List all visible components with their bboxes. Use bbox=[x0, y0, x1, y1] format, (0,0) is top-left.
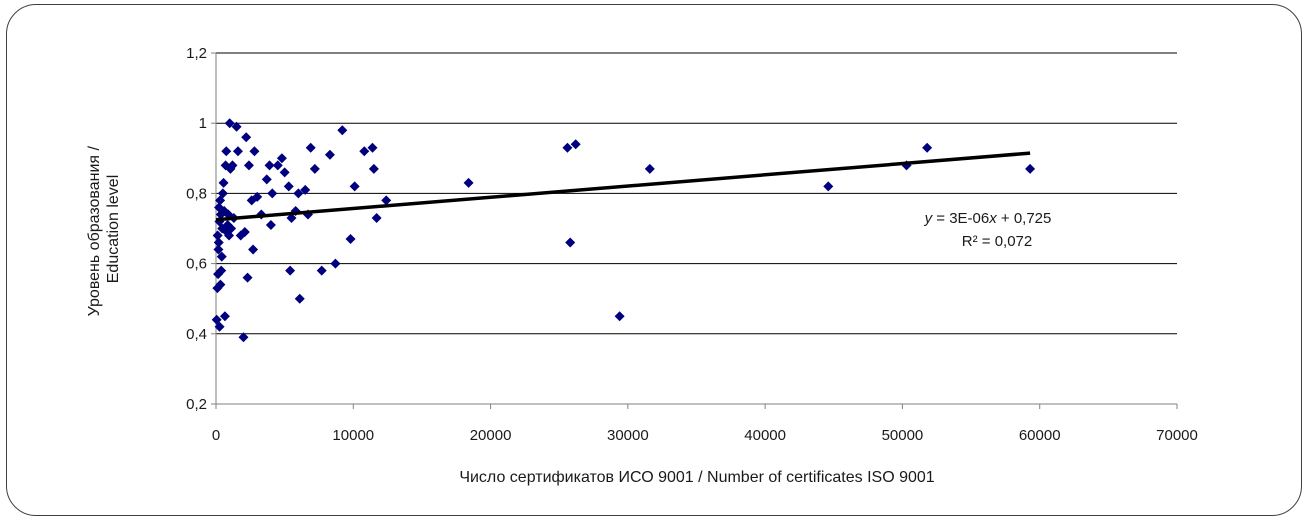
y-tick-label: 1 bbox=[199, 115, 207, 132]
data-point bbox=[644, 163, 655, 174]
data-point bbox=[264, 160, 275, 171]
data-point bbox=[241, 132, 252, 143]
data-point bbox=[279, 167, 290, 178]
y-axis-title: Уровень образования / Education level bbox=[86, 142, 122, 317]
data-point bbox=[359, 146, 370, 157]
data-point bbox=[216, 265, 227, 276]
x-tick-label: 60000 bbox=[1019, 427, 1061, 444]
data-point bbox=[305, 142, 316, 153]
data-point bbox=[309, 163, 320, 174]
data-point bbox=[316, 265, 327, 276]
data-point bbox=[272, 160, 283, 171]
data-point bbox=[823, 181, 834, 192]
data-point bbox=[324, 149, 335, 160]
data-points bbox=[211, 118, 1036, 343]
x-tick-label: 20000 bbox=[470, 427, 512, 444]
data-point bbox=[212, 230, 223, 241]
equation-y: y bbox=[924, 210, 934, 227]
data-point bbox=[922, 142, 933, 153]
data-point bbox=[216, 251, 227, 262]
data-point bbox=[294, 293, 305, 304]
data-point bbox=[371, 212, 382, 223]
data-point bbox=[227, 160, 238, 171]
equation-x: x bbox=[988, 210, 997, 227]
gridlines bbox=[216, 52, 1177, 335]
data-point bbox=[381, 195, 392, 206]
data-point bbox=[265, 219, 276, 230]
x-tick-label: 40000 bbox=[744, 427, 786, 444]
data-point bbox=[219, 311, 230, 322]
data-point bbox=[226, 223, 237, 234]
trendline-equation: y = 3E-06x + 0,725 bbox=[924, 210, 1052, 227]
axes bbox=[215, 53, 1177, 405]
data-point bbox=[238, 332, 249, 343]
data-point bbox=[267, 188, 278, 199]
data-point bbox=[221, 146, 232, 157]
data-point bbox=[214, 321, 225, 332]
y-axis-title-line-1: Уровень образования / bbox=[86, 145, 103, 316]
equation-slope: = 3E-06 bbox=[932, 210, 989, 227]
y-tick-label: 0,4 bbox=[186, 326, 207, 343]
data-point bbox=[349, 181, 360, 192]
data-point bbox=[217, 188, 228, 199]
data-point bbox=[367, 142, 378, 153]
y-axis-title-line-2: Education level bbox=[105, 175, 122, 284]
y-tick-label: 0,2 bbox=[186, 396, 207, 413]
x-axis-title: Число сертификатов ИСО 9001 / Number of … bbox=[459, 469, 934, 486]
data-point bbox=[213, 244, 224, 255]
x-tick-label: 30000 bbox=[607, 427, 649, 444]
equation-intercept: + 0,725 bbox=[997, 210, 1052, 227]
data-point bbox=[1025, 163, 1036, 174]
data-point bbox=[224, 118, 235, 129]
data-point bbox=[261, 174, 272, 185]
data-point bbox=[248, 244, 259, 255]
y-tick-label: 0,6 bbox=[186, 256, 207, 273]
data-point bbox=[252, 191, 263, 202]
data-point bbox=[614, 311, 625, 322]
data-point bbox=[283, 181, 294, 192]
y-tick-label: 0,8 bbox=[186, 185, 207, 202]
data-point bbox=[570, 139, 581, 150]
x-tick-label: 10000 bbox=[332, 427, 374, 444]
data-point bbox=[337, 125, 348, 136]
data-point bbox=[368, 163, 379, 174]
data-point bbox=[218, 177, 229, 188]
data-point bbox=[276, 153, 287, 164]
data-point bbox=[330, 258, 341, 269]
data-point bbox=[293, 188, 304, 199]
data-point bbox=[565, 237, 576, 248]
data-point bbox=[242, 272, 253, 283]
data-point bbox=[215, 279, 226, 290]
data-point bbox=[243, 160, 254, 171]
x-tick-label: 0 bbox=[212, 427, 220, 444]
data-point bbox=[231, 121, 242, 132]
r-squared-label: R² = 0,072 bbox=[962, 233, 1032, 250]
x-tick-label: 50000 bbox=[882, 427, 924, 444]
data-point bbox=[562, 142, 573, 153]
data-point bbox=[249, 146, 260, 157]
data-point bbox=[213, 237, 224, 248]
data-point bbox=[285, 265, 296, 276]
y-tick-label: 1,2 bbox=[186, 45, 207, 62]
data-point bbox=[345, 234, 356, 245]
data-point bbox=[232, 146, 243, 157]
y-axis-ticks: 0,2 0,4 0,6 0,8 1 1,2 bbox=[186, 45, 216, 413]
trendline bbox=[215, 151, 1031, 222]
data-point bbox=[300, 184, 311, 195]
data-point bbox=[463, 177, 474, 188]
x-axis-ticks: 0 10000 20000 30000 40000 50000 60000 70000 bbox=[212, 404, 1198, 444]
x-tick-label: 70000 bbox=[1156, 427, 1198, 444]
data-point bbox=[239, 227, 250, 238]
